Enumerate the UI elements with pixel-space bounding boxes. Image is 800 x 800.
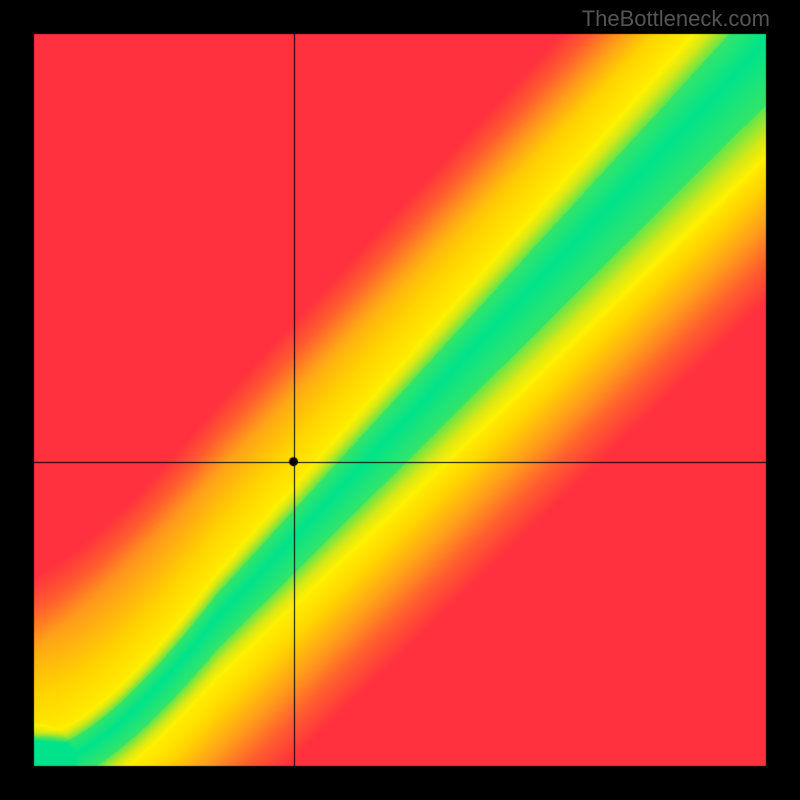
bottleneck-heatmap xyxy=(0,0,800,800)
watermark-text: TheBottleneck.com xyxy=(582,6,770,32)
chart-container: TheBottleneck.com xyxy=(0,0,800,800)
